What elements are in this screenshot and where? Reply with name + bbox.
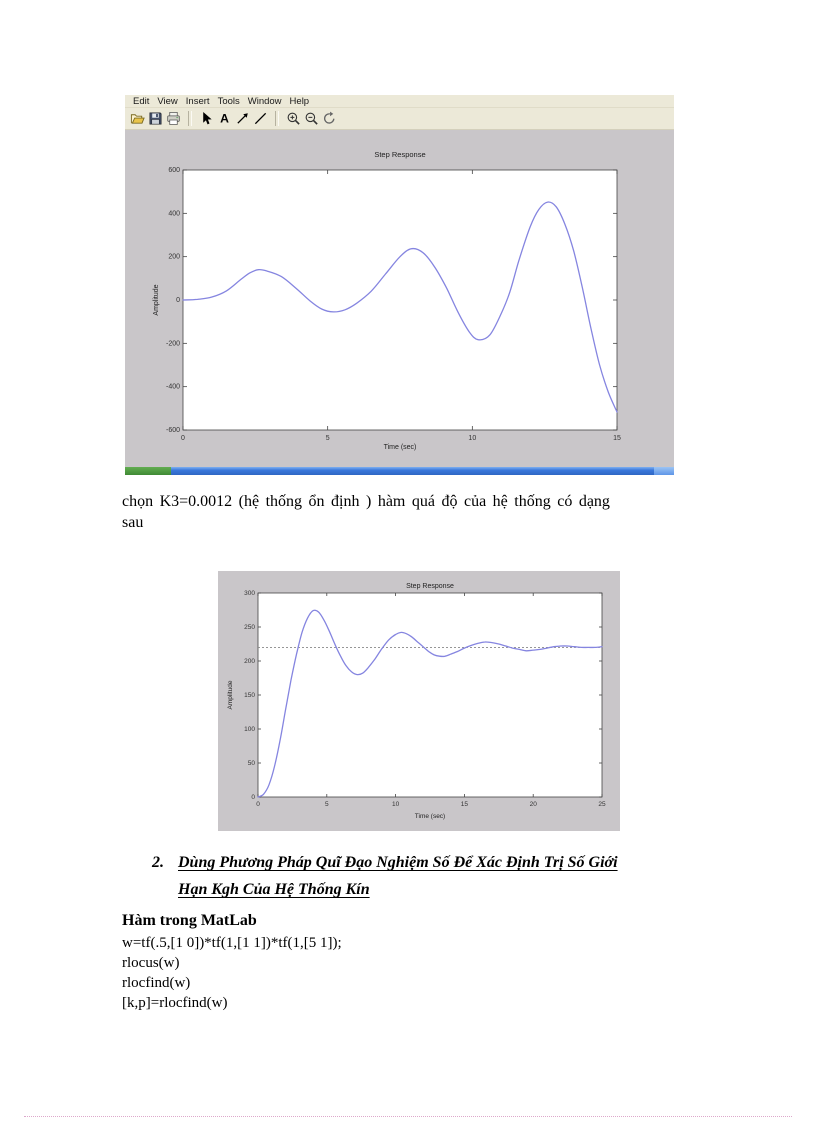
svg-text:300: 300: [244, 590, 255, 597]
figure-menubar: Edit View Insert Tools Window Help: [125, 95, 674, 108]
svg-text:15: 15: [461, 801, 469, 808]
menu-item-view[interactable]: View: [157, 95, 178, 107]
print-icon[interactable]: [166, 111, 181, 126]
code-line: [k,p]=rlocfind(w): [122, 995, 228, 1011]
svg-text:600: 600: [168, 167, 180, 174]
svg-text:10: 10: [468, 435, 476, 442]
svg-text:0: 0: [176, 297, 180, 304]
svg-text:-200: -200: [166, 340, 180, 347]
open-icon[interactable]: [130, 111, 145, 126]
menu-item-tools[interactable]: Tools: [217, 95, 240, 107]
section-heading: 2. Dùng Phương Pháp Quĩ Đạo Nghiệm Số Để…: [152, 849, 658, 903]
step-response-figure-stable: 0 5 10 15 20 25 0 50 100 150 200 250 300 Step Respons…: [218, 571, 620, 831]
matlab-code-block: w=tf(.5,[1 0])*tf(1,[1 1])*tf(1,[5 1]); r…: [122, 933, 342, 1013]
page-break-marker: [24, 1116, 792, 1117]
figure-toolbar: A: [125, 108, 674, 130]
figure-canvas: 0 5 10 15 -600 -400 -200 0 200 400 600 Step Respons…: [125, 130, 674, 467]
step-response-chart-unstable: 0 5 10 15 -600 -400 -200 0 200 400 600 Step Respons…: [153, 150, 621, 451]
svg-text:0: 0: [251, 794, 255, 801]
svg-text:200: 200: [244, 658, 255, 665]
svg-text:0: 0: [181, 435, 185, 442]
menu-item-edit[interactable]: Edit: [133, 95, 150, 107]
svg-text:50: 50: [248, 760, 256, 767]
heading-line: Dùng Phương Pháp Quĩ Đạo Nghiệm Số Để Xá…: [178, 854, 618, 871]
svg-text:25: 25: [598, 801, 606, 808]
svg-text:5: 5: [325, 801, 329, 808]
taskbar-body-segment: [171, 467, 654, 475]
matlab-figure-window: Edit View Insert Tools Window Help A 0 5 10 15 -6…: [125, 95, 674, 475]
code-line: rlocus(w): [122, 955, 180, 971]
svg-text:0: 0: [256, 801, 260, 808]
code-line: w=tf(.5,[1 0])*tf(1,[1 1])*tf(1,[5 1]);: [122, 935, 342, 951]
svg-text:-400: -400: [166, 384, 180, 391]
svg-text:150: 150: [244, 692, 255, 699]
svg-text:-600: -600: [166, 427, 180, 434]
svg-text:Amplitude: Amplitude: [153, 284, 160, 315]
matlab-block-title: Hàm trong MatLab: [122, 912, 257, 929]
svg-text:5: 5: [326, 435, 330, 442]
menu-item-help[interactable]: Help: [289, 95, 310, 107]
svg-text:200: 200: [168, 254, 180, 261]
svg-text:Step Response: Step Response: [406, 583, 454, 590]
svg-text:10: 10: [392, 801, 400, 808]
rotate-icon[interactable]: [322, 111, 337, 126]
svg-text:Time (sec): Time (sec): [415, 813, 445, 820]
svg-text:400: 400: [168, 210, 180, 217]
code-line: rlocfind(w): [122, 975, 191, 991]
taskbar-tray-segment: [654, 467, 674, 475]
menu-item-insert[interactable]: Insert: [185, 95, 210, 107]
svg-text:15: 15: [613, 435, 621, 442]
taskbar-start-segment: [125, 467, 171, 475]
section-title: Dùng Phương Pháp Quĩ Đạo Nghiệm Số Để Xá…: [178, 849, 658, 903]
toolbar-separator: [188, 111, 192, 126]
svg-text:Time (sec): Time (sec): [384, 444, 417, 451]
taskbar-strip: [125, 467, 674, 475]
svg-text:Amplitude: Amplitude: [227, 680, 234, 709]
arrow-icon[interactable]: [235, 111, 250, 126]
svg-text:250: 250: [244, 624, 255, 631]
caption-text: chọn K3=0.0012 (hệ thống ổn định ) hàm q…: [122, 493, 610, 531]
svg-text:20: 20: [530, 801, 538, 808]
save-icon[interactable]: [148, 111, 163, 126]
zoom-out-icon[interactable]: [304, 111, 319, 126]
text-icon[interactable]: A: [217, 111, 232, 126]
svg-text:100: 100: [244, 726, 255, 733]
zoom-in-icon[interactable]: [286, 111, 301, 126]
toolbar-separator: [275, 111, 279, 126]
heading-line: Hạn Kgh Của Hệ Thống Kín: [178, 881, 370, 898]
menu-item-window[interactable]: Window: [247, 95, 282, 107]
line-icon[interactable]: [253, 111, 268, 126]
svg-text:A: A: [220, 112, 229, 126]
section-number: 2.: [152, 854, 164, 871]
svg-text:Step Response: Step Response: [374, 150, 425, 159]
pointer-icon[interactable]: [199, 111, 214, 126]
